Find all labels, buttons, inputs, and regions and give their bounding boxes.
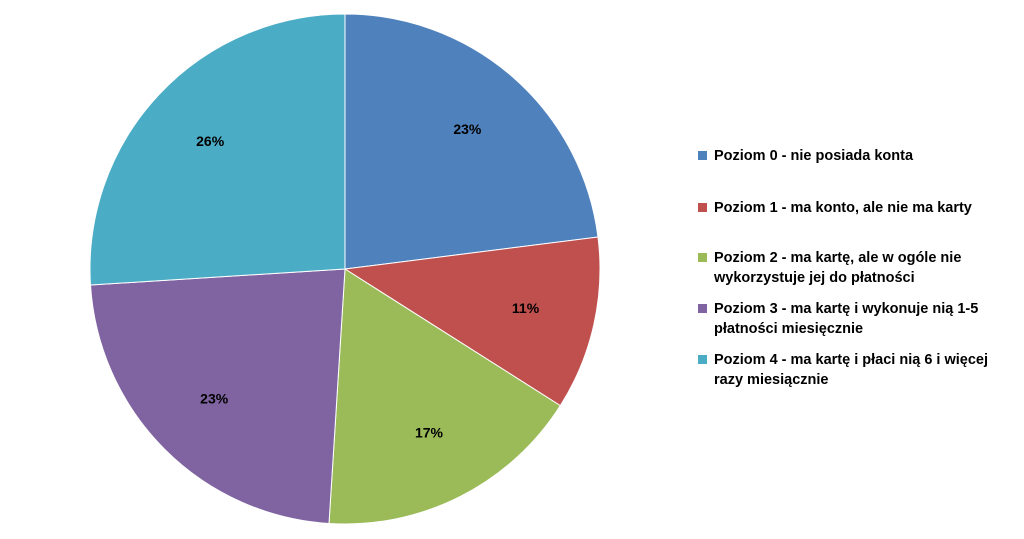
data-label-poziom-4: 26% [196,133,225,149]
chart-legend: Poziom 0 - nie posiada konta Poziom 1 - … [698,146,1020,390]
data-label-poziom-3: 23% [200,391,229,407]
legend-swatch-poziom-2 [698,253,707,262]
pie-data-labels: 23% 11% 17% 23% 26% [196,121,540,441]
legend-label-poziom-4: Poziom 4 - ma kartę i płaci nią 6 i więc… [714,352,988,388]
legend-item-poziom-1: Poziom 1 - ma konto, ale nie ma karty [698,198,1020,218]
data-label-poziom-0: 23% [453,121,482,137]
pie-slice-poziom-0 [344,13,599,270]
pie-slices [89,13,601,525]
legend-item-poziom-0: Poziom 0 - nie posiada konta [698,146,1020,166]
legend-label-poziom-3: Poziom 3 - ma kartę i wykonuje nią 1-5 p… [714,301,979,337]
legend-swatch-poziom-1 [698,203,707,212]
pie-slice-poziom-1 [343,236,601,407]
legend-label-poziom-2: Poziom 2 - ma kartę, ale w ogóle nie wyk… [714,250,962,286]
legend-swatch-poziom-0 [698,151,707,160]
pie-slice-poziom-4 [89,13,346,286]
data-label-poziom-1: 11% [512,300,540,316]
data-label-poziom-2: 17% [415,425,444,441]
legend-label-poziom-0: Poziom 0 - nie posiada konta [714,148,914,164]
legend-label-poziom-1: Poziom 1 - ma konto, ale nie ma karty [714,200,972,216]
legend-swatch-poziom-3 [698,304,707,313]
legend-item-poziom-4: Poziom 4 - ma kartę i płaci nią 6 i więc… [698,350,1020,390]
legend-swatch-poziom-4 [698,355,707,364]
legend-item-poziom-2: Poziom 2 - ma kartę, ale w ogóle nie wyk… [698,248,1020,288]
legend-item-poziom-3: Poziom 3 - ma kartę i wykonuje nią 1-5 p… [698,299,1020,339]
pie-slice-poziom-2 [328,268,561,525]
pie-slice-poziom-3 [89,268,346,525]
